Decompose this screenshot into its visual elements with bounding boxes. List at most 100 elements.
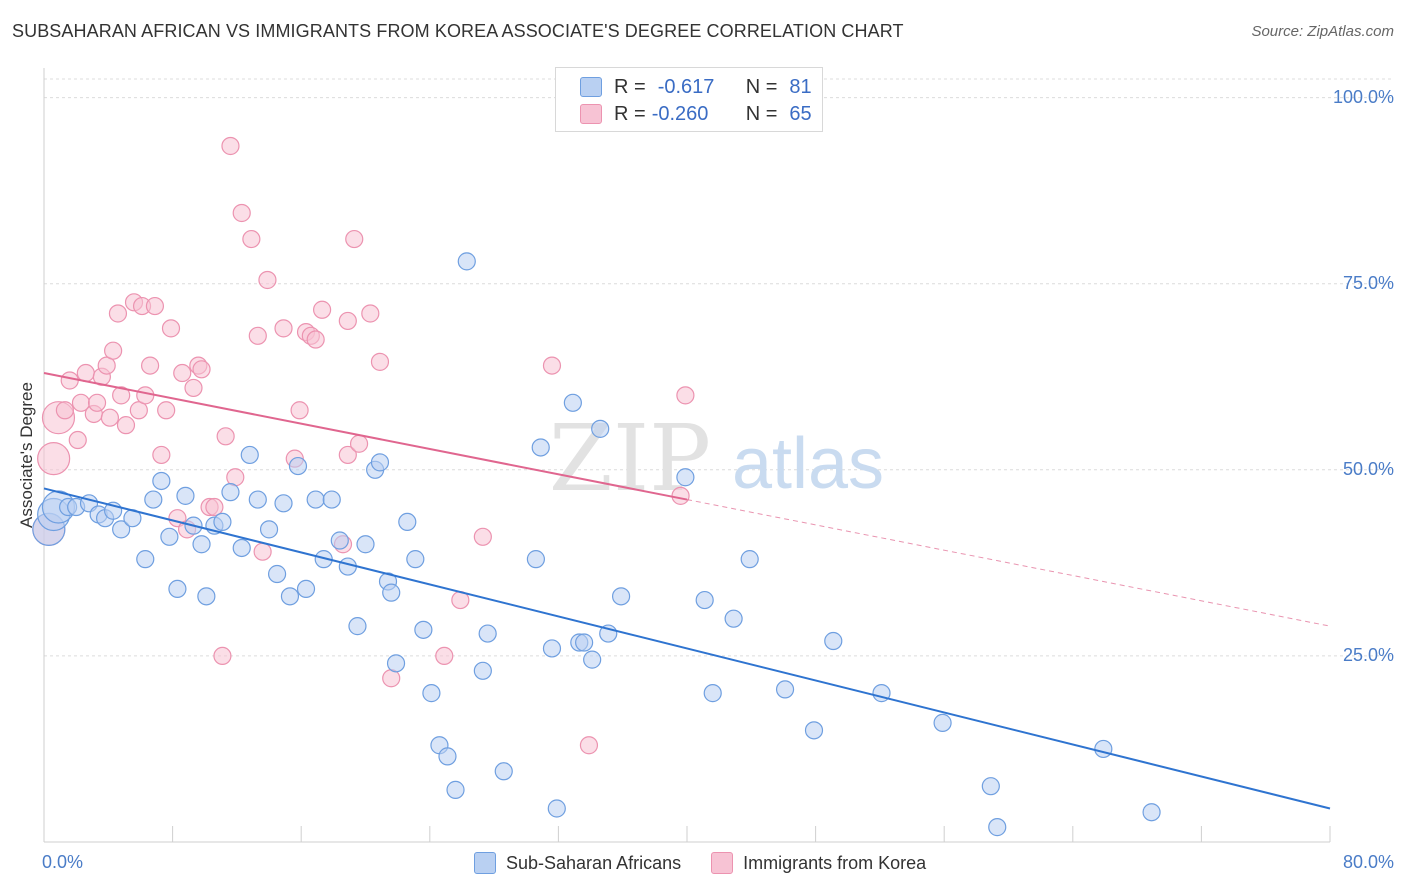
pink-point-4 — [60, 371, 79, 390]
blue-point-18 — [192, 535, 211, 554]
y-tick-label-2: 75.0% — [1342, 272, 1394, 293]
pink-point-43 — [274, 319, 293, 338]
pink-point-51 — [338, 445, 357, 465]
blue-point-62 — [583, 650, 602, 669]
legend-swatch-blue — [580, 77, 602, 97]
pink-point-25 — [161, 319, 181, 338]
grid-lines — [44, 78, 1392, 657]
blue-point-63 — [591, 419, 610, 438]
blue-point-71 — [775, 680, 795, 699]
legend-row-blue: R = -0.617 N = 81 — [580, 75, 812, 99]
blue-point-75 — [933, 713, 952, 732]
bottom-legend-blue-label: Sub-Saharan Africans — [506, 852, 682, 873]
stats-legend: R = -0.617 N = 81 R = -0.260 N = 65 — [555, 67, 823, 132]
pink-point-27 — [173, 363, 192, 383]
y-tick-label-1: 50.0% — [1342, 458, 1394, 479]
blue-point-51 — [457, 252, 476, 271]
blue-point-56 — [531, 438, 550, 457]
trend-line-blue — [43, 487, 1331, 810]
legend-blue-n-value: 81 — [789, 75, 812, 98]
pink-point-62 — [579, 736, 599, 755]
legend-swatch-pink — [580, 104, 602, 124]
trend-line-pink-extension — [686, 499, 1331, 627]
blue-point-79 — [1142, 803, 1161, 822]
blue-point-61 — [575, 633, 594, 652]
pink-point-55 — [361, 304, 380, 323]
blue-point-12 — [144, 490, 163, 509]
pink-point-14 — [108, 304, 128, 323]
pink-point-31 — [192, 360, 211, 379]
blue-point-70 — [740, 550, 759, 569]
pink-point-34 — [213, 646, 232, 666]
blue-point-73 — [824, 631, 843, 651]
legend-blue-r-value: -0.617 — [657, 75, 715, 98]
blue-point-42 — [382, 583, 401, 602]
blue-point-46 — [414, 620, 433, 639]
pink-point-24 — [157, 401, 176, 420]
pink-point-15 — [112, 386, 131, 405]
legend-blue-n-label: N = — [745, 75, 778, 98]
blue-point-21 — [213, 512, 232, 532]
legend-pink-n-value: 65 — [789, 102, 812, 125]
pink-point-21 — [140, 356, 160, 375]
blue-point-65 — [611, 587, 631, 606]
pink-point-16 — [116, 416, 136, 435]
blue-point-14 — [160, 527, 179, 546]
blue-point-40 — [370, 453, 390, 472]
series-blue-points — [32, 252, 1161, 837]
blue-point-68 — [703, 684, 722, 703]
bottom-legend-pink[interactable]: Immigrants from Korea — [711, 852, 926, 874]
pink-point-35 — [216, 427, 235, 446]
pink-point-52 — [338, 311, 357, 331]
blue-point-29 — [280, 587, 300, 606]
trend-lines — [43, 372, 1331, 810]
pink-point-60 — [473, 527, 492, 546]
blue-point-28 — [274, 494, 293, 513]
pink-point-29 — [184, 378, 203, 398]
pink-point-56 — [370, 352, 390, 371]
blue-point-35 — [330, 531, 349, 550]
pink-point-54 — [349, 434, 369, 453]
blue-point-9 — [112, 520, 131, 539]
pink-point-48 — [306, 330, 325, 349]
pink-point-9 — [87, 393, 107, 412]
pink-point-12 — [100, 408, 120, 427]
pink-point-58 — [435, 646, 454, 666]
blue-point-26 — [259, 520, 279, 539]
legend-blue-r-label: R = — [614, 75, 646, 98]
bottom-legend: Sub-Saharan Africans Immigrants from Kor… — [474, 852, 956, 874]
source-label: Source: ZipAtlas.com — [1251, 23, 1394, 40]
blue-point-67 — [695, 590, 714, 610]
blue-point-52 — [473, 661, 492, 680]
blue-point-58 — [547, 799, 566, 818]
blue-point-54 — [494, 762, 513, 781]
pink-point-1 — [37, 442, 71, 476]
pink-point-40 — [248, 326, 267, 345]
pink-point-3 — [55, 401, 74, 420]
blue-point-16 — [176, 486, 195, 505]
blue-point-36 — [338, 557, 357, 576]
blue-point-32 — [306, 490, 325, 509]
blue-point-55 — [526, 550, 545, 569]
blue-point-57 — [542, 639, 562, 658]
pink-point-45 — [290, 401, 309, 420]
pink-point-49 — [312, 300, 332, 319]
bottom-legend-blue[interactable]: Sub-Saharan Africans — [474, 852, 681, 874]
blue-point-53 — [478, 624, 497, 643]
watermark-atlas: atlas — [732, 424, 884, 504]
pink-point-20 — [136, 386, 155, 405]
blue-point-45 — [406, 550, 425, 569]
bottom-legend-swatch-pink — [711, 852, 734, 874]
bottom-legend-pink-label: Immigrants from Korea — [743, 852, 927, 873]
blue-point-25 — [248, 490, 267, 509]
y-tick-label-0: 25.0% — [1342, 644, 1394, 665]
blue-point-78 — [1094, 739, 1113, 759]
y-tick-label-3: 100.0% — [1332, 86, 1394, 107]
pink-point-61 — [542, 356, 562, 375]
pink-point-36 — [221, 136, 240, 156]
blue-point-31 — [296, 579, 316, 599]
blue-point-23 — [232, 538, 251, 558]
blue-point-59 — [563, 393, 582, 412]
pink-point-41 — [253, 542, 272, 561]
